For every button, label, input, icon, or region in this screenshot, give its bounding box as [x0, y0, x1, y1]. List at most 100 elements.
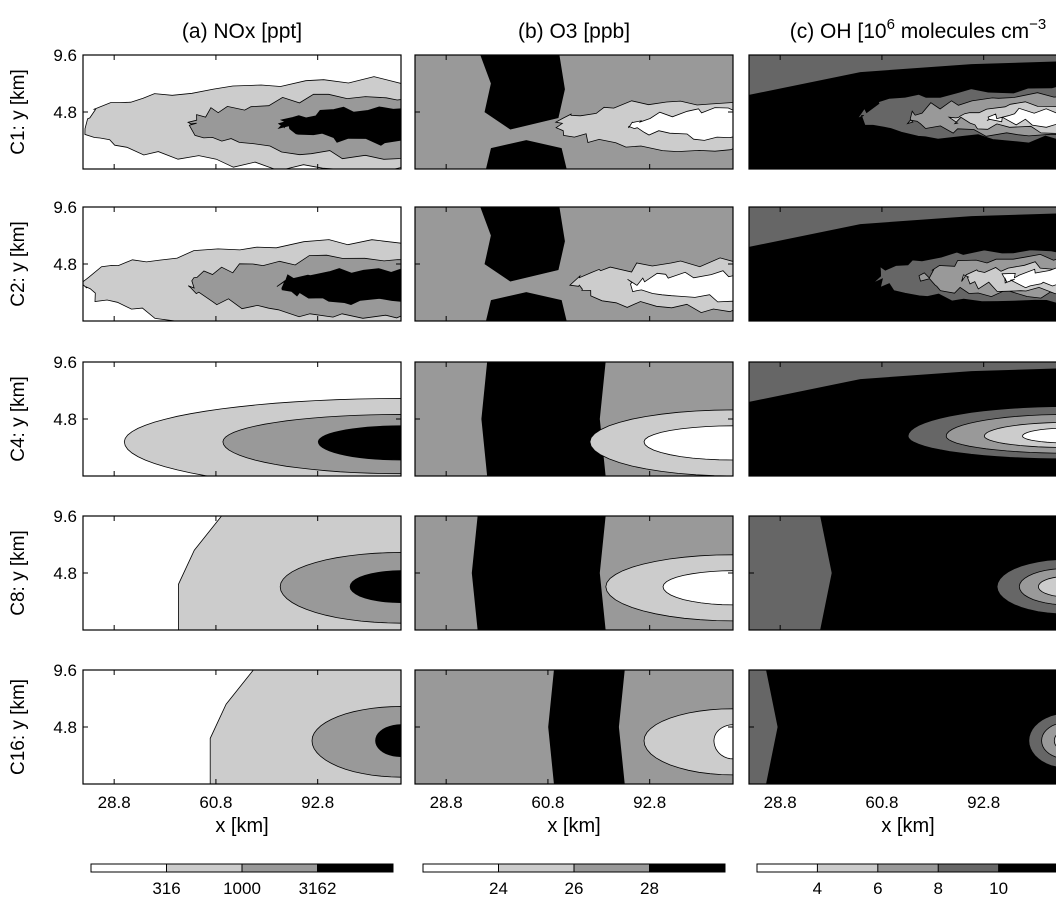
panel-c8-oh [748, 515, 1056, 631]
panel-c8-oh-level-2 [1018, 568, 1056, 605]
panel-c2-o3-low-a [480, 207, 565, 282]
panel-c2-nox [82, 206, 402, 322]
panel-c16-oh-level-4 [766, 670, 1056, 784]
row-label-c8: C8: y [km] [8, 530, 29, 616]
panel-c8-oh-level-4 [820, 516, 1056, 630]
panel-c1-nox [82, 54, 402, 170]
panel-c1-o3-level-0 [628, 107, 733, 141]
colorbar-swatch [423, 864, 499, 872]
row-label-c2: C2: y [km] [8, 221, 29, 307]
panel-c16-o3-level-0 [713, 724, 733, 760]
panel-c4-nox [82, 361, 402, 477]
x-tick-label-oh-0: 28.8 [764, 793, 797, 812]
colorbar-label-nox-2: 3162 [299, 879, 337, 898]
colorbar-label-nox-0: 316 [152, 879, 180, 898]
panels-layer [82, 54, 1056, 785]
panel-c8-o3 [414, 515, 734, 631]
panel-c1-nox-level-3 [277, 106, 401, 146]
y-tick-label-c4-0: 4.8 [53, 410, 77, 429]
colorbar-label-oh-1: 6 [873, 879, 882, 898]
colorbar-swatch [166, 864, 243, 872]
labels-layer: 4.8 9.6 C1: y [km] 4.8 9.6 C2: y [km] 4.8 9.6 C4… [8, 16, 1056, 898]
x-tick-label-o3-1: 60.8 [531, 793, 564, 812]
panel-c16-nox-contours [83, 670, 401, 784]
panel-c16-o3 [414, 669, 734, 785]
panel-c2-nox-contours [83, 207, 401, 321]
panel-c8-nox [82, 515, 402, 631]
panel-c2-oh-contours [749, 207, 1056, 321]
colorbar-swatch [757, 864, 818, 872]
panel-c4-o3 [414, 361, 734, 477]
panel-c1-o3-low-a [480, 55, 565, 130]
panel-c4-o3-contours [415, 362, 733, 476]
colorbar-swatch [877, 864, 939, 872]
panel-c1-oh-contours [749, 55, 1056, 169]
panel-c2-o3-low-b [485, 292, 567, 321]
column-title-oh: (c) OH [106 molecules cm−3 [790, 16, 1047, 43]
panel-c2-oh [748, 206, 1056, 322]
panel-c8-o3-contours [415, 516, 733, 630]
panel-c4-oh [748, 361, 1056, 477]
colorbar-label-oh-2: 8 [933, 879, 942, 898]
panel-c16-oh-contours [749, 670, 1056, 784]
y-tick-label-c16-1: 9.6 [53, 661, 77, 680]
panel-c4-o3-low-band [481, 362, 606, 476]
y-tick-label-c16-0: 4.8 [53, 718, 77, 737]
row-label-c1: C1: y [km] [8, 69, 29, 155]
panel-c8-nox-level-2 [279, 552, 401, 624]
panel-c1-nox-contours [83, 55, 401, 169]
x-axis-label-nox: x [km] [215, 815, 268, 837]
x-tick-label-o3-2: 92.8 [633, 793, 666, 812]
colorbar-swatch [998, 864, 1056, 872]
panel-c1-o3 [414, 54, 734, 170]
x-tick-label-oh-1: 60.8 [865, 793, 898, 812]
panel-c1-oh-level-0 [986, 107, 1056, 128]
y-tick-label-c8-1: 9.6 [53, 507, 77, 526]
panel-c16-nox [82, 669, 402, 785]
panel-c1-o3-low-b [485, 140, 567, 169]
colorbar-label-oh-3: 10 [989, 879, 1008, 898]
x-axis-label-o3: x [km] [547, 815, 600, 837]
panel-c1-o3-contours [415, 55, 733, 169]
panel-c8-oh-level-1 [1037, 576, 1056, 597]
panel-c1-oh [748, 54, 1056, 170]
colorbar-label-o3-2: 28 [640, 879, 659, 898]
y-tick-label-c2-0: 4.8 [53, 255, 77, 274]
panel-c8-oh-contours [749, 516, 1056, 630]
panel-c16-oh-level-2 [1041, 723, 1056, 758]
panel-c8-o3-level-0 [662, 570, 733, 606]
colorbar-label-o3-0: 24 [489, 879, 508, 898]
panel-c2-o3 [414, 206, 734, 322]
colorbar-label-nox-1: 1000 [223, 879, 261, 898]
colorbar-oh: 4 6 8 10 [756, 863, 1056, 898]
panel-c4-oh-level-0 [1022, 427, 1056, 444]
panel-c4-nox-contours [83, 362, 401, 476]
x-axis-label-oh: x [km] [881, 815, 934, 837]
panel-c8-nox-level-3 [349, 570, 401, 604]
panel-c2-o3-contours [415, 207, 733, 321]
colorbar-swatch [817, 864, 879, 872]
panel-c16-o3-contours [415, 670, 733, 784]
column-title-o3: (b) O3 [ppb] [518, 20, 630, 43]
panel-c2-o3-level-0 [627, 270, 733, 303]
colorbar-swatch [938, 864, 1000, 872]
panel-c16-nox-level-2 [311, 706, 401, 778]
panel-c16-o3-level-1 [643, 708, 733, 776]
row-label-c4: C4: y [km] [8, 376, 29, 462]
x-tick-label-nox-2: 92.8 [301, 793, 334, 812]
panel-c2-nox-level-3 [276, 268, 401, 306]
y-tick-label-c1-1: 9.6 [53, 46, 77, 65]
panel-c16-nox-level-3 [375, 724, 401, 758]
panel-c16-o3-low-band [548, 670, 625, 784]
colorbar-swatch [242, 864, 318, 872]
panel-c4-nox-level-3 [317, 425, 401, 461]
y-tick-label-c1-0: 4.8 [53, 103, 77, 122]
y-tick-label-c2-1: 9.6 [53, 198, 77, 217]
y-tick-label-c8-0: 4.8 [53, 564, 77, 583]
colorbar-swatch [498, 864, 575, 872]
panel-c4-oh-contours [749, 362, 1056, 476]
panel-c2-oh-level-0 [1001, 267, 1056, 289]
colorbar-o3: 24 26 28 [422, 863, 726, 898]
x-tick-label-nox-0: 28.8 [98, 793, 131, 812]
